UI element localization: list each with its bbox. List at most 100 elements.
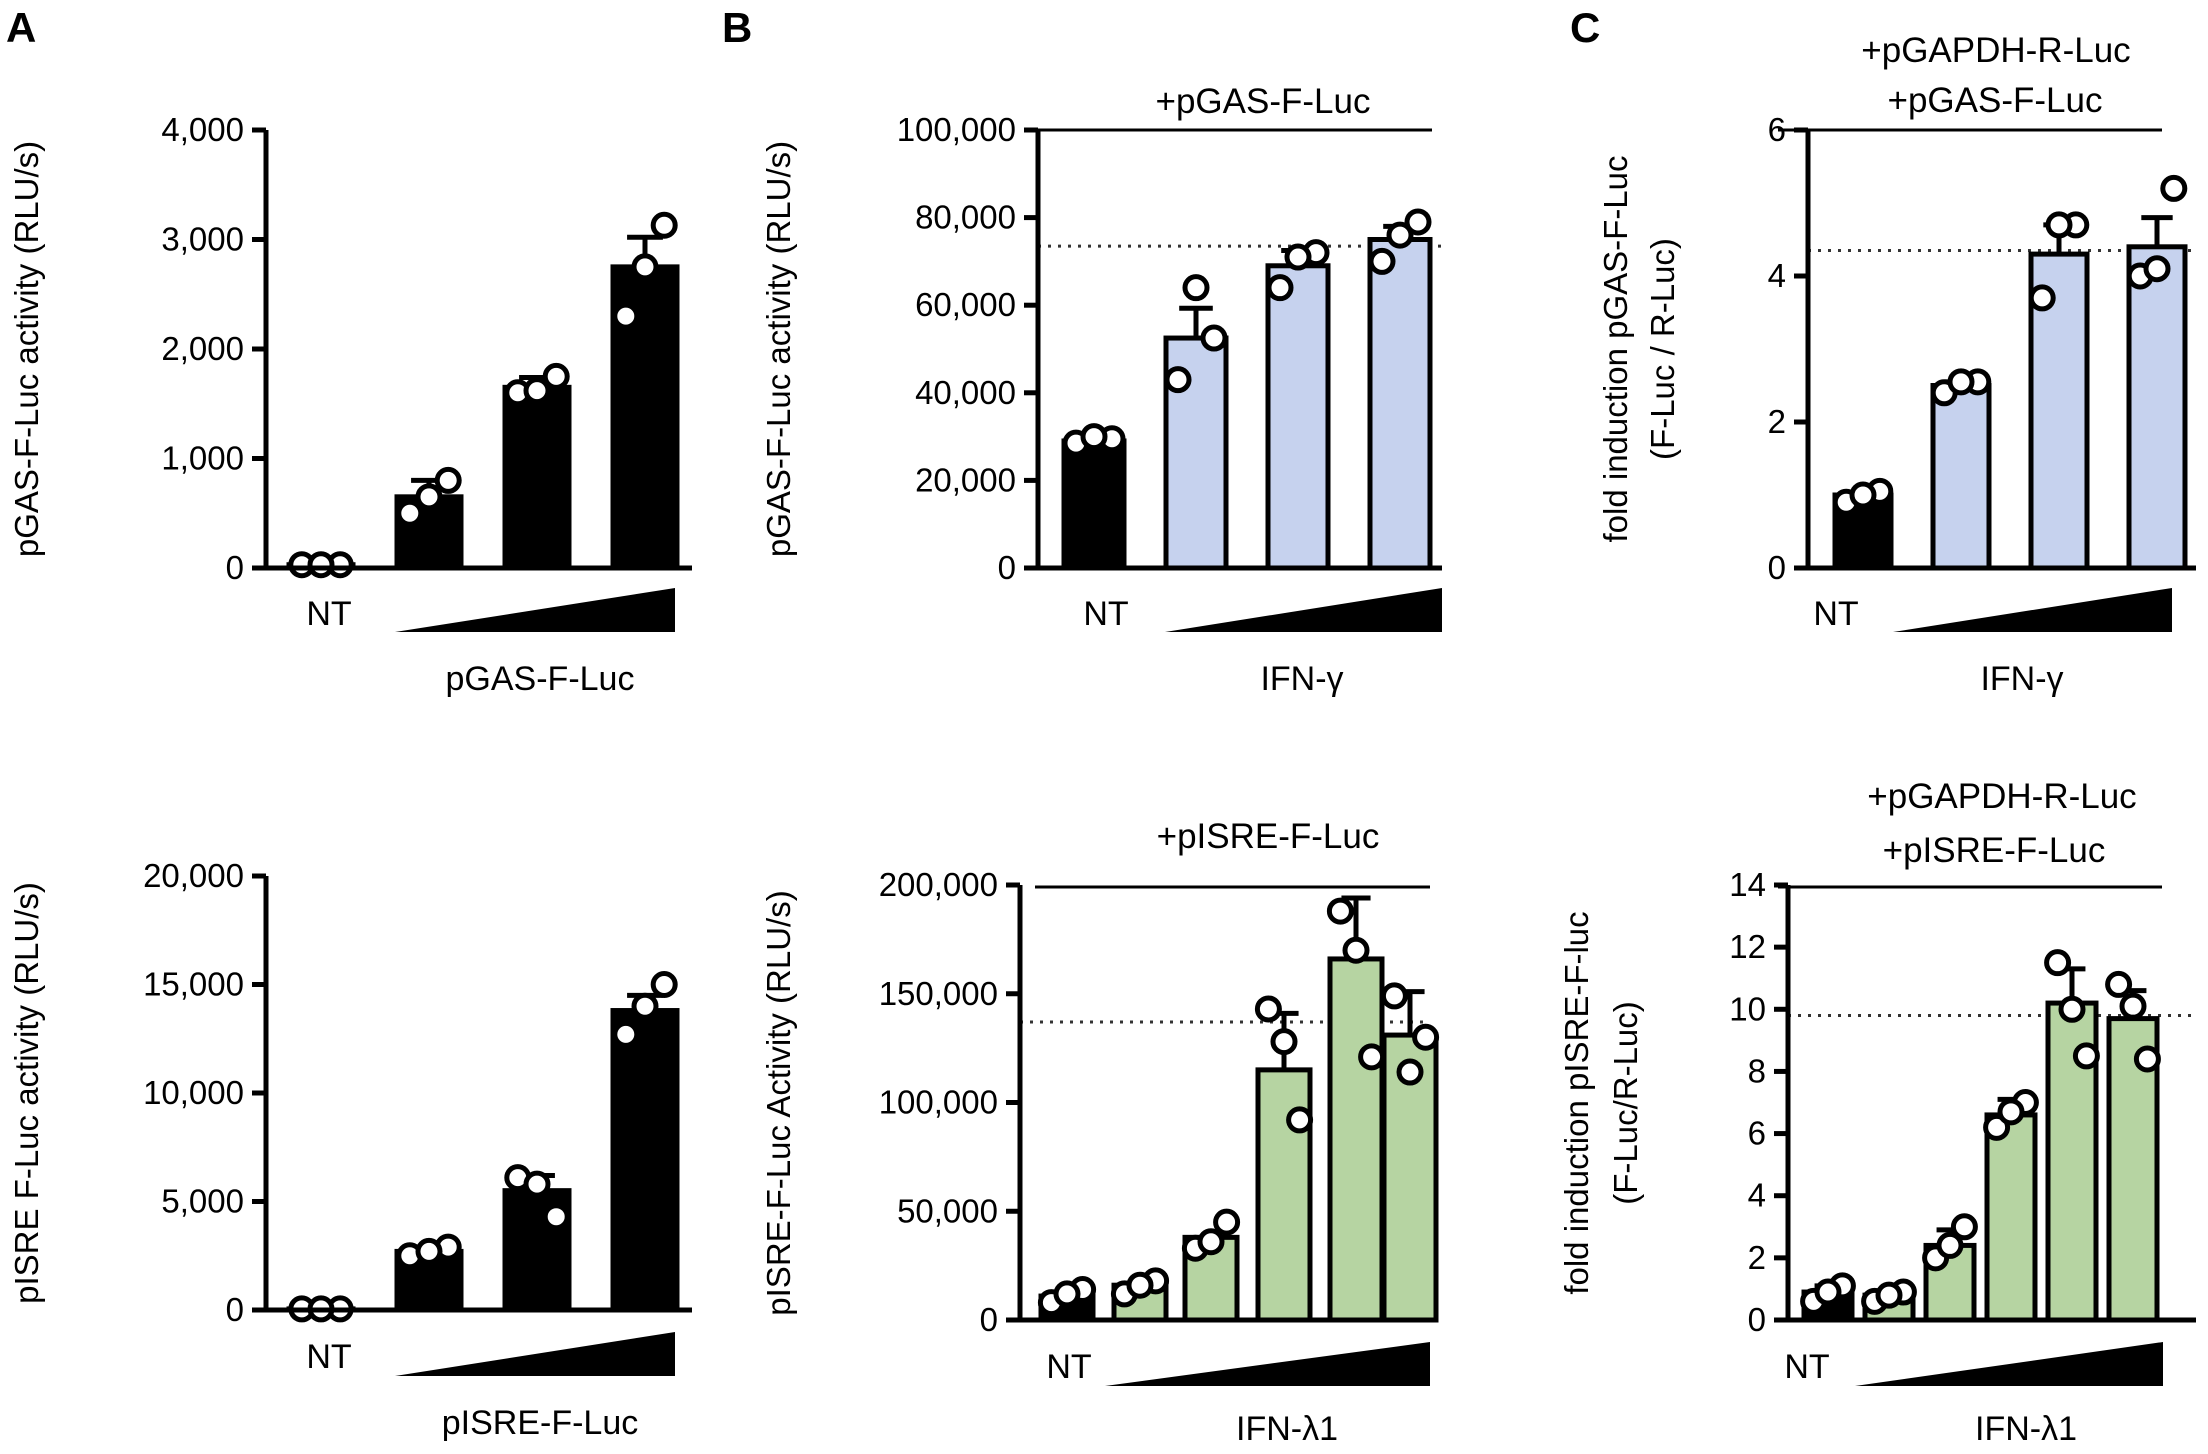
y-tick-label: 12	[1729, 928, 1766, 965]
dose-ramp	[1105, 1342, 1430, 1386]
panel-letter-c: C	[1570, 4, 1600, 51]
data-point	[1270, 1028, 1298, 1056]
y-tick-label: 100,000	[879, 1084, 998, 1121]
data-point	[612, 302, 640, 330]
nt-label: NT	[306, 1338, 351, 1376]
data-point	[1286, 1106, 1314, 1134]
nt-label: NT	[1784, 1348, 1829, 1386]
data-point	[2045, 211, 2073, 239]
y-axis-label: fold induction pISRE-F-luc	[1558, 911, 1595, 1294]
x-axis-label: pISRE-F-Luc	[442, 1404, 639, 1442]
bar	[1327, 956, 1385, 1323]
chart-b-bottom: 0 50,000 100,000 150,000 200,000 pISRE-F-Luc …	[760, 817, 1440, 1448]
data-point	[1197, 1228, 1225, 1256]
y-axis-label: fold induction pGAS-F-Luc	[1597, 155, 1634, 542]
y-axis-label: pISRE-F-Luc Activity (RLU/s)	[760, 890, 797, 1315]
data-point	[1164, 366, 1192, 394]
y-tick-label: 40,000	[915, 374, 1016, 411]
chart-c-bottom: 0 2 4 6 8 10 12 14 fold induction pISRE-F-luc (F-…	[1558, 777, 2196, 1448]
data-point	[1950, 1213, 1978, 1241]
x-axis-label: IFN-γ	[1260, 660, 1343, 698]
data-point	[1404, 208, 1432, 236]
condition-label: +pGAPDH-R-Luc	[1867, 777, 2136, 816]
bar	[1984, 1112, 2038, 1323]
data-point	[434, 466, 462, 494]
y-tick-label: 14	[1729, 866, 1766, 903]
y-tick-label: 8	[1748, 1052, 1766, 1089]
data-point	[1358, 1043, 1386, 1071]
data-point	[2160, 174, 2188, 202]
data-point	[650, 211, 678, 239]
y-axis-label: pGAS-F-Luc activity (RLU/s)	[8, 141, 45, 557]
condition-label: +pGAS-F-Luc	[1888, 81, 2103, 120]
data-point	[612, 1020, 640, 1048]
y-tick-label: 200,000	[879, 866, 998, 903]
condition-label: +pGAS-F-Luc	[1156, 82, 1371, 121]
data-point	[1284, 243, 1312, 271]
y-tick-label: 1,000	[161, 440, 244, 477]
nt-label: NT	[1046, 1348, 1091, 1386]
chart-a-bottom: 0 5,000 10,000 15,000 20,000 pISRE F-Luc acti…	[8, 857, 692, 1442]
y-tick-label: 150,000	[879, 975, 998, 1012]
data-point	[1875, 1281, 1903, 1309]
y-tick-label: 4,000	[161, 111, 244, 148]
y-tick-label: 4	[1768, 257, 1786, 294]
y-tick-label: 80,000	[915, 199, 1016, 236]
y-tick-label: 3,000	[161, 221, 244, 258]
dose-ramp	[1855, 1342, 2163, 1386]
condition-label: +pISRE-F-Luc	[1157, 817, 1380, 856]
data-point	[2028, 284, 2056, 312]
data-point	[1368, 247, 1396, 275]
y-tick-label: 6	[1768, 111, 1786, 148]
y-tick-label: 15,000	[143, 966, 244, 1003]
y-tick-label: 5,000	[161, 1183, 244, 1220]
y-tick-label: 0	[998, 549, 1016, 586]
y-tick-label: 2	[1768, 403, 1786, 440]
data-point	[415, 483, 443, 511]
data-point	[2143, 255, 2171, 283]
bar	[610, 1008, 680, 1313]
bar	[2126, 244, 2188, 571]
y-tick-label: 50,000	[897, 1192, 998, 1229]
nt-label: NT	[1813, 595, 1858, 633]
dose-ramp	[1893, 588, 2172, 632]
data-point	[631, 992, 659, 1020]
plots: 0 1,000 2,000 3,000 4,000 pGAS-F-Luc activity…	[8, 31, 2196, 1448]
x-axis-label: pGAS-F-Luc	[446, 660, 635, 698]
y-tick-label: 2,000	[161, 330, 244, 367]
x-axis-label: IFN-λ1	[1236, 1410, 1338, 1448]
y-axis-label: pISRE F-Luc activity (RLU/s)	[8, 882, 45, 1304]
condition-label: +pISRE-F-Luc	[1883, 831, 2106, 870]
data-point	[415, 1237, 443, 1265]
bar	[1367, 237, 1433, 571]
data-point	[1936, 1231, 1964, 1259]
error-bar	[1179, 305, 1213, 339]
y-tick-label: 10	[1729, 990, 1766, 1027]
y-tick-label: 20,000	[915, 461, 1016, 498]
nt-label: NT	[306, 595, 351, 633]
chart-b-top: 0 20,000 40,000 60,000 80,000 100,000 pGAS-F-L…	[760, 82, 1442, 698]
data-point	[1213, 1208, 1241, 1236]
data-point	[1380, 982, 1408, 1010]
data-point	[1814, 1278, 1842, 1306]
data-point	[1849, 481, 1877, 509]
chart-a-top: 0 1,000 2,000 3,000 4,000 pGAS-F-Luc activity…	[8, 111, 692, 698]
y-axis-label: pGAS-F-Luc activity (RLU/s)	[760, 141, 797, 557]
data-point	[1326, 897, 1354, 925]
data-point	[523, 377, 551, 405]
error-bar	[2141, 215, 2173, 247]
dose-ramp	[395, 1332, 675, 1376]
data-point	[1947, 368, 1975, 396]
bar	[502, 384, 572, 571]
data-point	[542, 362, 570, 390]
y-tick-label: 0	[980, 1301, 998, 1338]
dose-ramp	[1165, 588, 1442, 632]
y-tick-label: 10,000	[143, 1074, 244, 1111]
data-point	[396, 499, 424, 527]
x-axis-label: IFN-λ1	[1975, 1410, 2077, 1448]
data-point	[2044, 949, 2072, 977]
panel-letter-a: A	[6, 4, 36, 51]
bar	[1930, 383, 1992, 571]
data-point	[2105, 970, 2133, 998]
